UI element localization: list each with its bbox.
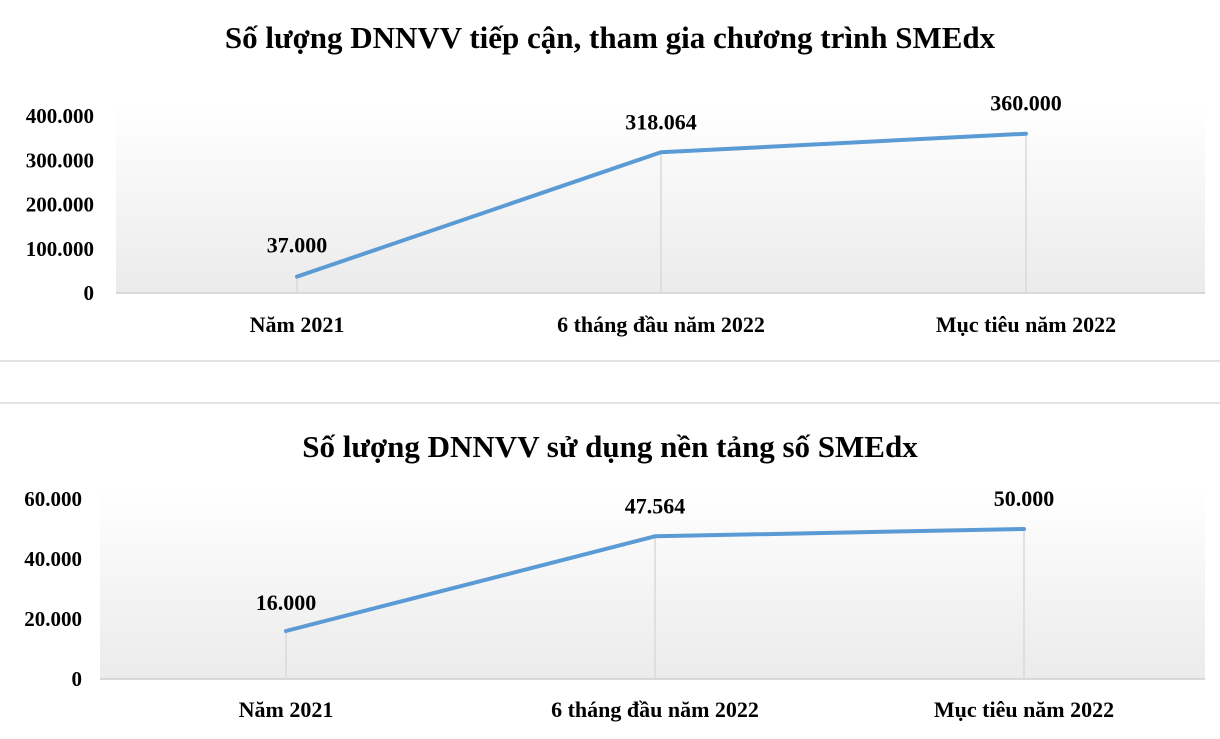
x-category-label: 6 tháng đầu năm 2022: [551, 697, 759, 722]
y-tick-label: 100.000: [26, 237, 94, 261]
line-chart-1: Số lượng DNNVV tiếp cận, tham gia chương…: [26, 20, 1205, 337]
x-category-label: Mục tiêu năm 2022: [936, 312, 1116, 337]
line-chart-2: Số lượng DNNVV sử dụng nền tảng số SMEdx…: [24, 429, 1205, 722]
series-line: [295, 131, 1028, 279]
y-tick-label: 0: [72, 667, 83, 691]
chart-title: Số lượng DNNVV sử dụng nền tảng số SMEdx: [302, 429, 918, 464]
x-category-label: Mục tiêu năm 2022: [934, 697, 1114, 722]
x-category-label: 6 tháng đầu năm 2022: [557, 312, 765, 337]
chart-panel-2: Số lượng DNNVV sử dụng nền tảng số SMEdx…: [0, 402, 1220, 739]
y-tick-label: 40.000: [24, 547, 82, 571]
chart-panel-1: Số lượng DNNVV tiếp cận, tham gia chương…: [0, 0, 1220, 362]
x-category-label: Năm 2021: [250, 312, 345, 337]
data-label: 37.000: [267, 233, 328, 258]
y-tick-label: 200.000: [26, 193, 94, 217]
y-tick-label: 60.000: [24, 487, 82, 511]
data-label: 318.064: [625, 109, 697, 134]
data-label: 50.000: [994, 486, 1055, 511]
data-label: 16.000: [256, 590, 317, 615]
y-tick-label: 300.000: [26, 148, 94, 172]
chart-title: Số lượng DNNVV tiếp cận, tham gia chương…: [225, 20, 996, 55]
x-category-label: Năm 2021: [239, 697, 334, 722]
series-line: [284, 527, 1026, 633]
plot-area: [100, 487, 1205, 679]
data-label: 360.000: [990, 91, 1062, 116]
y-tick-label: 400.000: [26, 104, 94, 128]
y-tick-label: 20.000: [24, 607, 82, 631]
data-label: 47.564: [625, 493, 686, 518]
y-tick-label: 0: [84, 281, 95, 305]
